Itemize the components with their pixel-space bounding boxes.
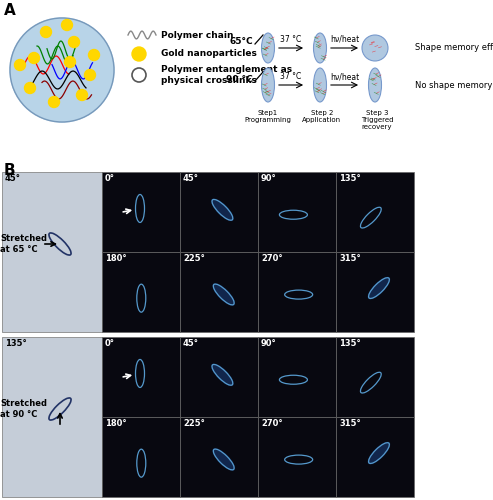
Text: Gold nanoparticles: Gold nanoparticles — [161, 50, 257, 58]
FancyBboxPatch shape — [180, 172, 258, 252]
Text: 135°: 135° — [5, 339, 27, 348]
Text: 315°: 315° — [339, 254, 361, 263]
Circle shape — [84, 70, 96, 80]
Ellipse shape — [211, 364, 234, 386]
Text: 90 °C: 90 °C — [226, 74, 253, 84]
Text: 135°: 135° — [339, 339, 361, 348]
Ellipse shape — [212, 448, 235, 471]
Text: 225°: 225° — [183, 254, 205, 263]
Text: No shape memory effect: No shape memory effect — [415, 80, 493, 90]
Text: B: B — [4, 163, 16, 178]
FancyBboxPatch shape — [180, 252, 258, 332]
Text: 180°: 180° — [105, 254, 127, 263]
Text: hν/heat: hν/heat — [330, 35, 359, 44]
Circle shape — [132, 47, 146, 61]
FancyBboxPatch shape — [258, 417, 336, 497]
Circle shape — [89, 50, 100, 60]
FancyBboxPatch shape — [336, 417, 414, 497]
Ellipse shape — [314, 33, 326, 63]
Text: A: A — [4, 3, 16, 18]
FancyBboxPatch shape — [102, 252, 180, 332]
Text: 135°: 135° — [339, 174, 361, 183]
FancyBboxPatch shape — [180, 417, 258, 497]
FancyBboxPatch shape — [336, 172, 414, 252]
Text: Polymer chain: Polymer chain — [161, 30, 234, 40]
Text: 90°: 90° — [261, 339, 277, 348]
Text: 0°: 0° — [105, 174, 115, 183]
Text: 37 °C: 37 °C — [281, 35, 302, 44]
Circle shape — [14, 60, 26, 70]
Text: 37 °C: 37 °C — [281, 72, 302, 81]
Ellipse shape — [261, 33, 275, 63]
Circle shape — [40, 26, 51, 38]
FancyBboxPatch shape — [258, 172, 336, 252]
FancyBboxPatch shape — [102, 337, 180, 417]
Text: Stretched
at 90 °C: Stretched at 90 °C — [0, 400, 47, 418]
Text: Polymer entanglement as
physical crosslinks: Polymer entanglement as physical crossli… — [161, 66, 292, 84]
FancyBboxPatch shape — [258, 252, 336, 332]
Ellipse shape — [314, 68, 326, 102]
Text: 225°: 225° — [183, 419, 205, 428]
Ellipse shape — [368, 442, 390, 464]
Text: 180°: 180° — [105, 419, 127, 428]
Text: 45°: 45° — [183, 174, 199, 183]
Ellipse shape — [211, 198, 234, 221]
Text: 0°: 0° — [105, 339, 115, 348]
FancyBboxPatch shape — [2, 172, 102, 332]
Circle shape — [62, 20, 72, 30]
FancyBboxPatch shape — [102, 417, 180, 497]
FancyBboxPatch shape — [258, 337, 336, 417]
Circle shape — [29, 52, 39, 64]
Text: 270°: 270° — [261, 254, 282, 263]
Ellipse shape — [368, 277, 390, 299]
Circle shape — [65, 56, 75, 68]
Text: Step1
Programming: Step1 Programming — [245, 110, 291, 123]
FancyBboxPatch shape — [180, 337, 258, 417]
FancyBboxPatch shape — [2, 337, 102, 497]
Text: Step 2
Application: Step 2 Application — [302, 110, 342, 123]
Text: hν/heat: hν/heat — [330, 72, 359, 81]
Text: Step 3
Triggered
recovery: Step 3 Triggered recovery — [361, 110, 393, 130]
Ellipse shape — [261, 68, 275, 102]
Circle shape — [25, 82, 35, 94]
Circle shape — [48, 96, 60, 108]
Text: Stretched
at 65 °C: Stretched at 65 °C — [0, 234, 47, 254]
Ellipse shape — [368, 68, 382, 102]
FancyBboxPatch shape — [102, 172, 180, 252]
Text: 90°: 90° — [261, 174, 277, 183]
Circle shape — [10, 18, 114, 122]
Text: Shape memory effect: Shape memory effect — [415, 44, 493, 52]
Circle shape — [69, 36, 79, 48]
Text: 45°: 45° — [183, 339, 199, 348]
Text: 270°: 270° — [261, 419, 282, 428]
Ellipse shape — [212, 283, 235, 306]
Text: 45°: 45° — [5, 174, 21, 183]
Circle shape — [362, 35, 388, 61]
FancyBboxPatch shape — [336, 252, 414, 332]
Text: 315°: 315° — [339, 419, 361, 428]
Text: 65°C: 65°C — [229, 38, 253, 46]
FancyBboxPatch shape — [336, 337, 414, 417]
Circle shape — [76, 90, 87, 101]
